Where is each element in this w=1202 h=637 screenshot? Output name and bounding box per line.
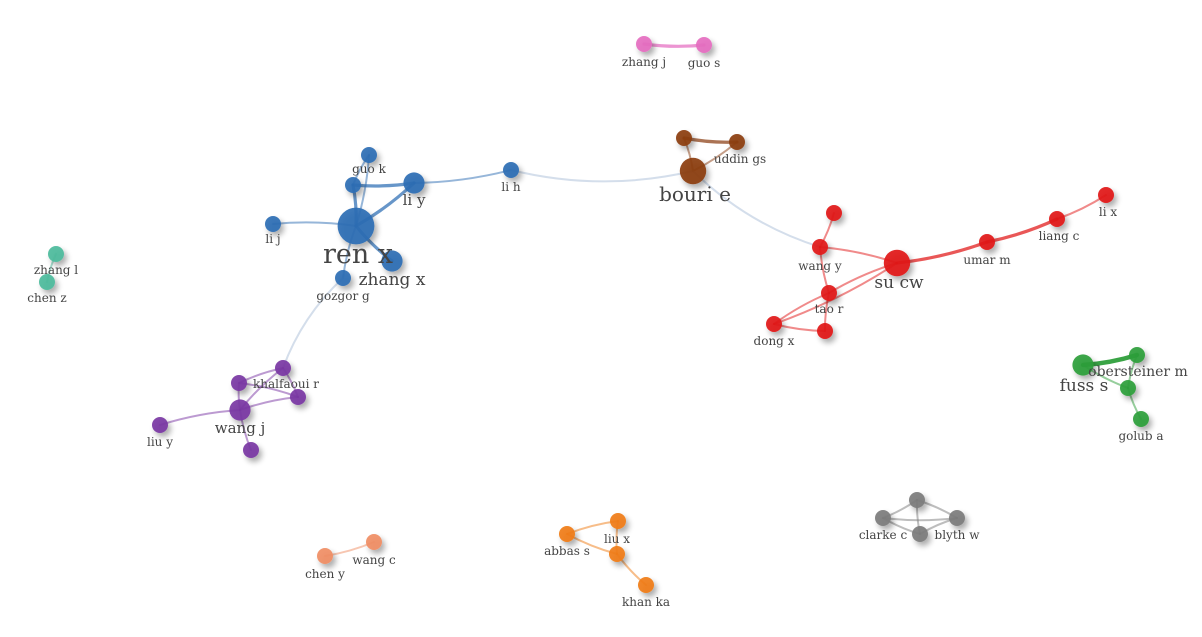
label-wang-c: wang c	[352, 553, 396, 567]
node-guo-k[interactable]	[361, 147, 377, 163]
edge-dong_x-su_cw	[773, 262, 898, 325]
node-liu-y[interactable]	[152, 417, 168, 433]
edge-bouri_e-wang_y	[692, 170, 821, 248]
node-purple-c[interactable]	[243, 442, 259, 458]
node-orange-mid[interactable]	[609, 546, 625, 562]
label-wang-j: wang j	[215, 419, 265, 437]
node-fuss-s[interactable]	[1072, 354, 1094, 376]
label-uddin-gs: uddin gs	[714, 152, 766, 166]
label-bouri-e: bouri e	[659, 182, 731, 206]
node-dong-x[interactable]	[766, 316, 782, 332]
node-abbas-s[interactable]	[559, 526, 575, 542]
node-khan-ka[interactable]	[638, 577, 654, 593]
label-obersteiner-m: obersteiner m	[1088, 364, 1188, 380]
node-layer	[39, 36, 1149, 593]
edge-layer	[46, 42, 1142, 586]
node-su-cw[interactable]	[883, 249, 911, 277]
node-purple-a[interactable]	[275, 360, 291, 376]
node-liang-c[interactable]	[1049, 211, 1065, 227]
label-clarke-c: clarke c	[859, 528, 908, 542]
node-khalfaoui-r[interactable]	[290, 389, 306, 405]
node-wang-c[interactable]	[366, 534, 382, 550]
label-li-y: li y	[403, 191, 426, 209]
label-khan-ka: khan ka	[622, 595, 670, 609]
node-ren-x[interactable]	[337, 207, 375, 245]
edge-zhang_j-guo_s	[642, 42, 706, 48]
label-fuss-s: fuss s	[1060, 376, 1109, 396]
node-li-h[interactable]	[503, 162, 519, 178]
edge-gozgor_g-purple_a	[282, 277, 344, 369]
node-purple-b[interactable]	[231, 375, 247, 391]
label-su-cw: su cw	[874, 273, 924, 293]
label-liu-x: liu x	[604, 532, 630, 546]
label-li-j: li j	[265, 232, 280, 246]
node-wang-j[interactable]	[229, 399, 251, 421]
node-clarke-c[interactable]	[875, 510, 891, 526]
node-guo-s[interactable]	[696, 37, 712, 53]
label-tao-r: tao r	[815, 302, 844, 316]
label-khalfaoui-r: khalfaoui r	[253, 377, 319, 391]
node-li-j[interactable]	[265, 216, 281, 232]
node-chen-y[interactable]	[317, 548, 333, 564]
label-zhang-l: zhang l	[34, 263, 78, 277]
node-red-low[interactable]	[817, 323, 833, 339]
edge-li_h-bouri_e	[510, 169, 694, 183]
label-gozgor-g: gozgor g	[316, 289, 370, 303]
node-liu-x[interactable]	[610, 513, 626, 529]
label-li-h: li h	[501, 180, 520, 194]
node-golub-a[interactable]	[1133, 411, 1149, 427]
node-gray-bottom[interactable]	[912, 526, 928, 542]
node-green-mid[interactable]	[1120, 380, 1136, 396]
node-chen-z[interactable]	[39, 274, 55, 290]
node-wang-y[interactable]	[812, 239, 828, 255]
node-li-y[interactable]	[403, 172, 425, 194]
label-zhang-j: zhang j	[622, 55, 666, 69]
node-zhang-j[interactable]	[636, 36, 652, 52]
label-layer: zhang j guo s ren x guo k li y li h li j zhang …	[27, 55, 1188, 609]
label-zhang-x: zhang x	[359, 270, 426, 290]
label-umar-m: umar m	[963, 253, 1011, 267]
node-blyth-w[interactable]	[949, 510, 965, 526]
node-umar-m[interactable]	[979, 234, 995, 250]
label-guo-s: guo s	[688, 56, 721, 70]
label-dong-x: dong x	[754, 334, 795, 348]
label-guo-k: guo k	[352, 162, 386, 176]
node-gray-top[interactable]	[909, 492, 925, 508]
node-red-top[interactable]	[826, 205, 842, 221]
label-li-x: li x	[1099, 205, 1117, 219]
node-zhang-x[interactable]	[381, 250, 403, 272]
label-blyth-w: blyth w	[935, 528, 981, 542]
label-abbas-s: abbas s	[544, 544, 590, 558]
node-uddin-gs[interactable]	[729, 134, 745, 150]
edge-li_y-li_h	[413, 169, 512, 184]
label-liu-y: liu y	[147, 435, 173, 449]
label-liang-c: liang c	[1039, 229, 1080, 243]
edge-clarke_c-blyth_w	[882, 517, 958, 522]
node-tao-r[interactable]	[821, 285, 837, 301]
node-li-x[interactable]	[1098, 187, 1114, 203]
label-chen-y: chen y	[305, 567, 345, 581]
node-brown-extra[interactable]	[676, 130, 692, 146]
label-golub-a: golub a	[1118, 429, 1163, 443]
label-wang-y: wang y	[798, 259, 842, 273]
node-zhang-l[interactable]	[48, 246, 64, 262]
node-bouri-e[interactable]	[679, 157, 707, 185]
label-ren-x: ren x	[323, 239, 393, 270]
node-gozgor-g[interactable]	[335, 270, 351, 286]
label-chen-z: chen z	[27, 291, 66, 305]
node-obersteiner-m[interactable]	[1129, 347, 1145, 363]
node-blue-extra[interactable]	[345, 177, 361, 193]
